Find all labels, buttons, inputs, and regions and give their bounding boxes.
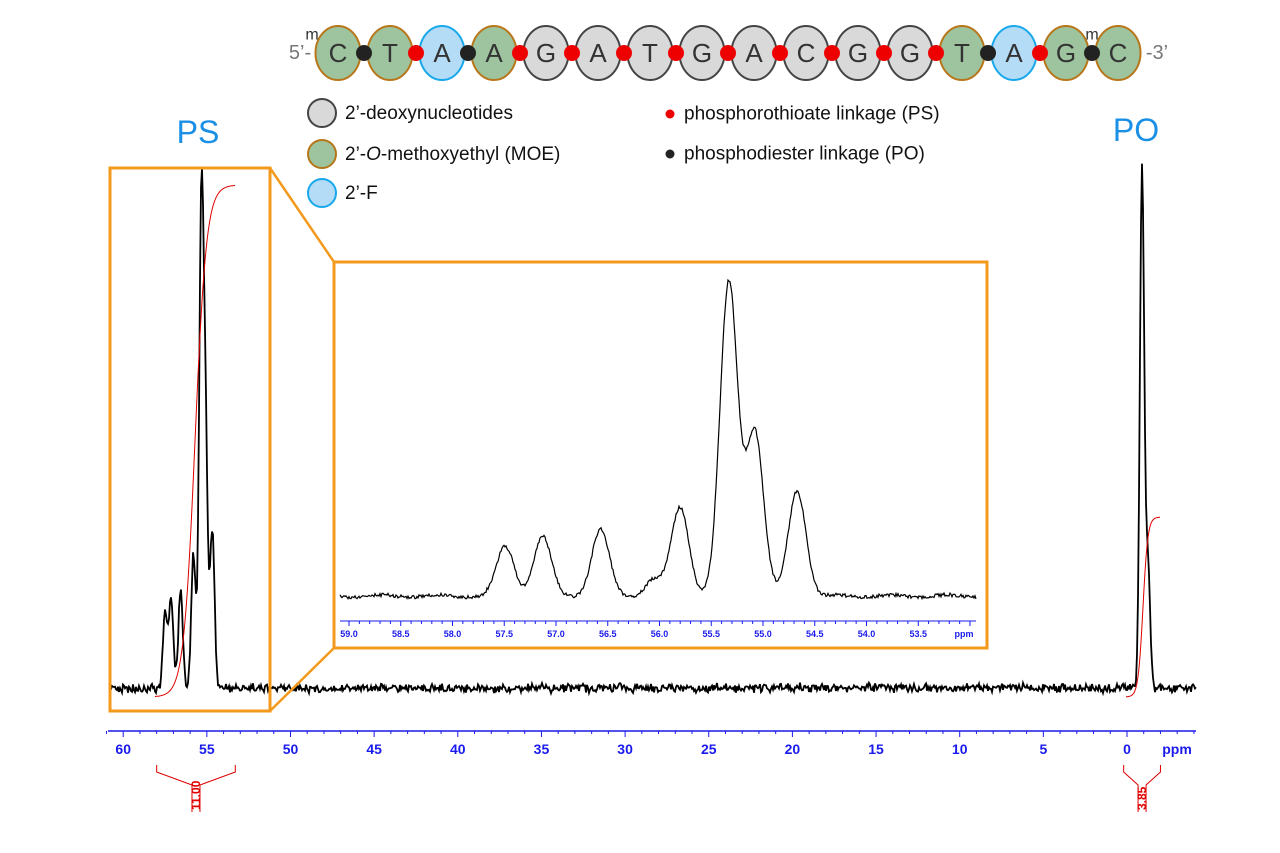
methyl-mark: m [1085,27,1098,44]
nucleotide-base: A [745,38,763,68]
nucleotide-base: A [433,38,451,68]
zoom-region-box [108,166,272,713]
x-tick-label: 60 [115,741,131,757]
nucleotide-base: A [1005,38,1023,68]
nucleotide-base: T [954,38,970,68]
nucleotide-base: G [848,38,868,68]
inset-frame [332,260,989,650]
x-tick-label: 55 [199,741,215,757]
x-tick-label: 10 [952,741,968,757]
linkage-ps-dot [824,45,840,61]
legend-swatch-f [307,178,337,208]
legend-linkage-po-dot [665,149,675,159]
nucleotide-base: G [536,38,556,68]
region-label-ps: PS [177,114,220,150]
x-tick-label: 35 [534,741,550,757]
oligonucleotide-sequence: 5’- -3’ Cm T A A G A T G A C G G T A G Cm [289,25,1168,81]
inset-tick-label: 57.5 [495,629,513,639]
inset-tick-label: 53.5 [909,629,927,639]
inset-tick-label: 58.5 [392,629,410,639]
linkage-ps-dot [772,45,788,61]
legend-label-part: 2’-F [345,183,378,204]
nucleotide-base: C [797,38,816,68]
linkage-ps-dot [616,45,632,61]
x-tick-label: 30 [617,741,633,757]
nucleotide-base: G [692,38,712,68]
x-tick-label: 5 [1039,741,1047,757]
legend-label-italic: O [366,144,381,165]
zoom-connector-bottom [269,647,335,712]
x-tick-label: 50 [283,741,299,757]
x-tick-label: 45 [366,741,382,757]
legend-label: 2’-F [345,183,378,204]
inset-x-axis-label: ppm [955,629,974,639]
inset-tick-label: 55.0 [754,629,772,639]
linkage-ps-dot [668,45,684,61]
integral-bracket [1123,765,1161,812]
legend-label-part: -methoxyethyl (MOE) [381,144,560,165]
nucleotide-base: A [485,38,503,68]
legend-swatch-moe [307,139,337,169]
integral-bracket [156,765,236,812]
x-tick-label: 0 [1123,741,1131,757]
region-label-po: PO [1113,112,1159,148]
inset-tick-label: 58.0 [444,629,462,639]
x-axis-label: ppm [1162,741,1192,757]
linkage-ps-dot [564,45,580,61]
linkage-ps-dot [928,45,944,61]
inset-tick-label: 56.0 [651,629,669,639]
x-tick-label: 15 [868,741,884,757]
nucleotide-base: C [1109,38,1128,68]
nucleotide-base: T [382,38,398,68]
legend-swatch-dna [307,98,337,128]
inset-spectrum-trace [339,278,977,601]
three-prime-label: -3’ [1146,42,1168,64]
legend-linkage-label: phosphodiester linkage (PO) [684,144,925,165]
inset-tick-label: 59.0 [340,629,358,639]
nucleotide-base: C [329,38,348,68]
nucleotide-base: A [589,38,607,68]
x-tick-label: 20 [785,741,801,757]
legend-label: 2’-deoxynucleotides [345,103,513,124]
integral-value: 3.85 [1135,786,1149,810]
inset-tick-label: 55.5 [702,629,720,639]
linkage-po-dot [356,45,372,61]
nucleotide-base: G [1056,38,1076,68]
integral-value: 11.00 [189,780,203,810]
x-tick-label: 40 [450,741,466,757]
legend-label-part: 2’-deoxynucleotides [345,103,513,124]
linkage-po-dot [1084,45,1100,61]
nucleotide-base: T [642,38,658,68]
nucleotide-base: G [900,38,920,68]
x-tick-label: 25 [701,741,717,757]
linkage-ps-dot [408,45,424,61]
linkage-po-dot [460,45,476,61]
legend: 2’-deoxynucleotides 2’-O-methoxyethyl (MO… [307,98,940,208]
legend-label: 2’-O-methoxyethyl (MOE) [345,144,560,165]
inset-tick-label: 54.0 [858,629,876,639]
legend-linkage-ps-dot [665,109,675,119]
linkage-ps-dot [512,45,528,61]
legend-linkage-label: phosphorothioate linkage (PS) [684,104,940,125]
linkage-ps-dot [876,45,892,61]
linkage-ps-dot [720,45,736,61]
inset-tick-label: 54.5 [806,629,824,639]
zoom-connector-top [268,167,336,263]
legend-label-part: 2’- [345,144,366,165]
integral-curve-ps [154,185,236,697]
inset-spectrum: 59.0 58.5 58.0 57.5 57.0 56.5 56.0 55.5 55.0 54.5… [332,260,989,650]
inset-tick-label: 56.5 [599,629,617,639]
linkage-po-dot [980,45,996,61]
integral-curve-po [1126,516,1160,698]
inset-tick-label: 57.0 [547,629,565,639]
five-prime-label: 5’- [289,42,311,64]
methyl-mark: m [305,27,318,44]
linkage-ps-dot [1032,45,1048,61]
